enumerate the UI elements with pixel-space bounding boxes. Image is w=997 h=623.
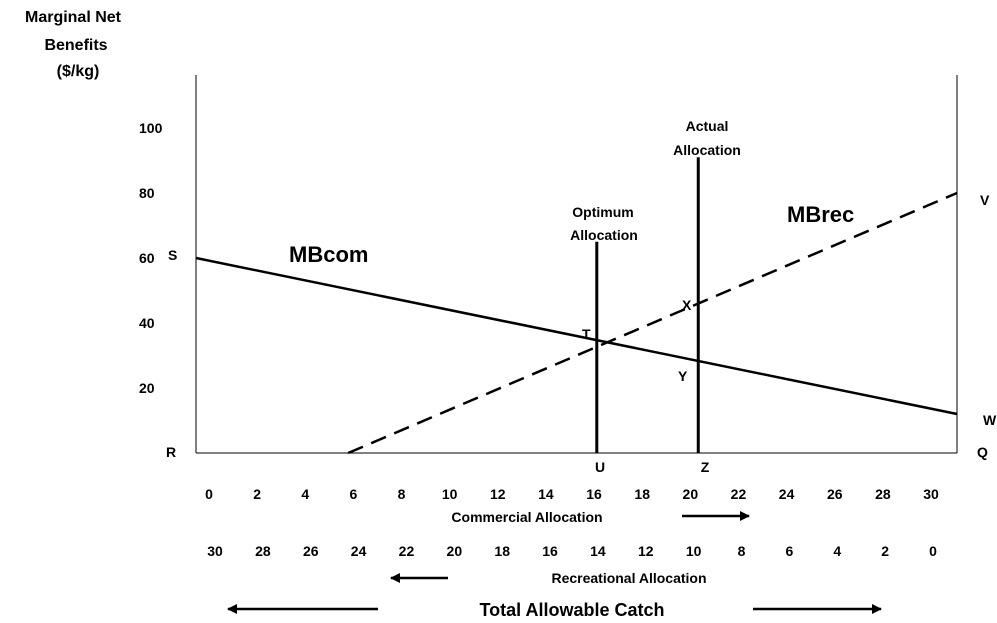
optimum-label-line-1: Optimum — [572, 204, 633, 220]
mbcom-series-label: MBcom — [289, 242, 368, 267]
recreational-tick-label: 24 — [351, 543, 367, 559]
commercial-axis-title: Commercial Allocation — [451, 509, 602, 525]
recreational-tick-label: 22 — [399, 543, 415, 559]
recreational-tick-label: 28 — [255, 543, 271, 559]
commercial-tick-label: 30 — [923, 486, 939, 502]
point-label-r: R — [166, 444, 176, 460]
commercial-tick-label: 0 — [205, 486, 213, 502]
point-label-q: Q — [977, 444, 988, 460]
recreational-tick-label: 4 — [833, 543, 841, 559]
recreational-tick-label: 2 — [881, 543, 889, 559]
y-axis-title-line-3: ($/kg) — [57, 63, 100, 80]
recreational-tick-label: 12 — [638, 543, 654, 559]
y-tick-label: 40 — [139, 315, 155, 331]
y-axis-title-line-1: Marginal Net — [25, 9, 122, 26]
point-label-t: T — [582, 326, 591, 342]
y-tick-label: 100 — [139, 120, 163, 136]
commercial-tick-label: 8 — [398, 486, 406, 502]
commercial-tick-label: 22 — [731, 486, 747, 502]
mbrec-series-line — [347, 191, 958, 455]
commercial-tick-label: 28 — [875, 486, 891, 502]
recreational-tick-label: 8 — [738, 543, 746, 559]
recreational-tick-label: 10 — [686, 543, 702, 559]
recreational-tick-label: 26 — [303, 543, 319, 559]
recreational-axis-title: Recreational Allocation — [551, 570, 706, 586]
point-label-y: Y — [678, 368, 688, 384]
recreational-tick-label: 0 — [929, 543, 937, 559]
y-axis-title-line-2: Benefits — [44, 37, 107, 54]
y-tick-label: 80 — [139, 185, 155, 201]
point-label-z: Z — [701, 459, 710, 475]
commercial-tick-label: 26 — [827, 486, 843, 502]
mbrec-series-label: MBrec — [787, 202, 854, 227]
commercial-tick-label: 12 — [490, 486, 506, 502]
recreational-tick-label: 14 — [590, 543, 606, 559]
recreational-tick-label: 20 — [447, 543, 463, 559]
commercial-tick-label: 18 — [634, 486, 650, 502]
commercial-tick-label: 24 — [779, 486, 795, 502]
point-label-u: U — [595, 459, 605, 475]
recreational-tick-label: 16 — [542, 543, 558, 559]
y-tick-labels: 20 40 60 80 100 — [139, 120, 163, 396]
y-tick-label: 20 — [139, 380, 155, 396]
commercial-tick-label: 20 — [683, 486, 699, 502]
actual-label-line-2: Allocation — [673, 142, 741, 158]
point-label-s: S — [168, 247, 177, 263]
total-allowable-catch-title: Total Allowable Catch — [479, 600, 664, 620]
point-label-v: V — [980, 192, 990, 208]
commercial-tick-label: 14 — [538, 486, 554, 502]
recreational-tick-labels: 30 28 26 24 22 20 18 16 14 12 10 8 6 4 2 0 — [207, 543, 937, 559]
commercial-tick-label: 10 — [442, 486, 458, 502]
mbcom-series-line — [195, 256, 958, 416]
commercial-tick-label: 6 — [350, 486, 358, 502]
point-label-x: X — [682, 297, 692, 313]
commercial-tick-label: 2 — [253, 486, 261, 502]
commercial-tick-label: 4 — [301, 486, 309, 502]
commercial-tick-label: 16 — [586, 486, 602, 502]
commercial-tick-labels: 0 2 4 6 8 10 12 14 16 18 20 22 24 26 28 30 — [205, 486, 939, 502]
recreational-tick-label: 18 — [494, 543, 510, 559]
point-label-w: W — [983, 412, 997, 428]
y-tick-label: 60 — [139, 250, 155, 266]
actual-label-line-1: Actual — [686, 118, 729, 134]
optimum-label-line-2: Allocation — [570, 227, 638, 243]
recreational-tick-label: 30 — [207, 543, 223, 559]
recreational-tick-label: 6 — [786, 543, 794, 559]
